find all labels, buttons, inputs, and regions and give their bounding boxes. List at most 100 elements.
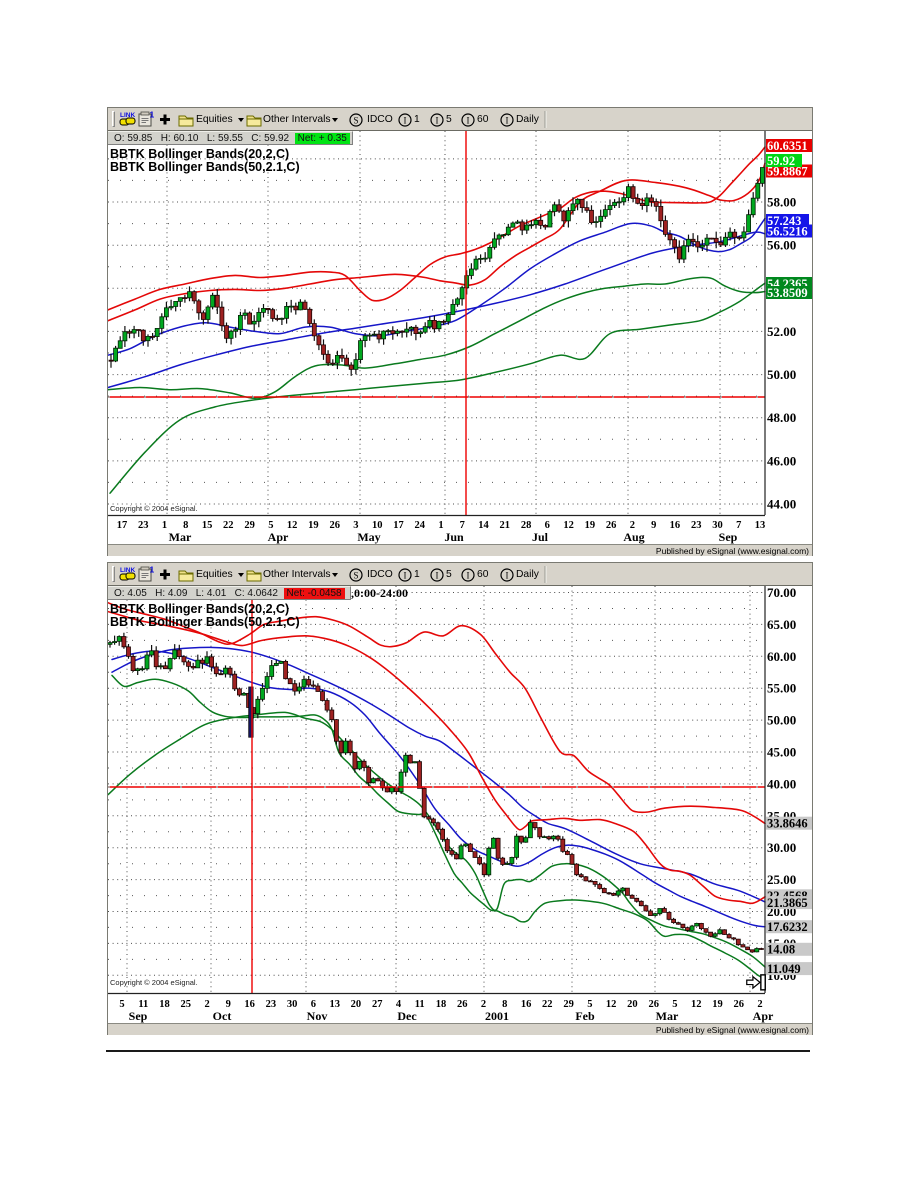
svg-text:12: 12 — [606, 999, 617, 1010]
svg-text:Oct: Oct — [213, 1009, 232, 1023]
svg-text:Nov: Nov — [307, 1009, 328, 1023]
svg-text:11: 11 — [138, 999, 148, 1010]
svg-text:5: 5 — [587, 999, 592, 1010]
svg-text:19: 19 — [585, 520, 596, 531]
svg-text:16: 16 — [244, 999, 255, 1010]
svg-text:Feb: Feb — [575, 1009, 595, 1023]
svg-text:24: 24 — [414, 520, 425, 531]
svg-text:22: 22 — [223, 520, 234, 531]
svg-text:59.92: 59.92 — [767, 154, 795, 168]
svg-text:7: 7 — [460, 520, 465, 531]
svg-text:12: 12 — [287, 520, 298, 531]
svg-text:5: 5 — [119, 999, 124, 1010]
svg-text:2: 2 — [630, 520, 635, 531]
svg-text:9: 9 — [651, 520, 656, 531]
svg-text:17.6232: 17.6232 — [767, 920, 808, 934]
svg-text:20: 20 — [351, 999, 362, 1010]
svg-text:I: I — [404, 571, 407, 581]
svg-text:21: 21 — [500, 520, 511, 531]
svg-text:11.049: 11.049 — [767, 962, 801, 976]
svg-text:28: 28 — [521, 520, 532, 531]
svg-text:26: 26 — [648, 999, 659, 1010]
svg-text:70.00: 70.00 — [767, 586, 796, 600]
svg-text:59.8867: 59.8867 — [767, 164, 808, 178]
svg-text:Copyright © 2004 eSignal.: Copyright © 2004 eSignal. — [110, 504, 198, 513]
svg-text:Mar: Mar — [656, 1009, 679, 1023]
svg-text:18: 18 — [159, 999, 170, 1010]
svg-text:15: 15 — [202, 520, 213, 531]
svg-text:23: 23 — [691, 520, 702, 531]
svg-text:14: 14 — [478, 520, 489, 531]
svg-text:I: I — [467, 571, 470, 581]
svg-text:55.00: 55.00 — [767, 681, 796, 696]
svg-text:12: 12 — [563, 520, 574, 531]
svg-text:2001: 2001 — [485, 1009, 509, 1023]
svg-text:May: May — [357, 530, 380, 544]
svg-text:33.8646: 33.8646 — [767, 817, 808, 831]
svg-text:14.08: 14.08 — [767, 943, 795, 957]
svg-text:5: 5 — [268, 520, 273, 531]
svg-text:19: 19 — [308, 520, 319, 531]
svg-text:Dec: Dec — [397, 1009, 417, 1023]
svg-text:48.00: 48.00 — [767, 410, 796, 425]
svg-text:S: S — [353, 116, 358, 126]
svg-text:Jun: Jun — [444, 530, 464, 544]
svg-text:30: 30 — [712, 520, 723, 531]
svg-text:53.8509: 53.8509 — [767, 286, 808, 300]
svg-text:I: I — [436, 571, 439, 581]
svg-text:40.00: 40.00 — [767, 776, 796, 791]
svg-text:Copyright © 2004 eSignal.: Copyright © 2004 eSignal. — [110, 978, 198, 987]
svg-text:1: 1 — [162, 520, 167, 531]
svg-text:26: 26 — [457, 999, 468, 1010]
svg-text:I: I — [506, 571, 509, 581]
svg-text:57.243: 57.243 — [767, 214, 801, 228]
svg-text:23: 23 — [138, 520, 149, 531]
svg-text:18: 18 — [436, 999, 447, 1010]
svg-text:16: 16 — [521, 999, 532, 1010]
svg-text:27: 27 — [372, 999, 383, 1010]
svg-text:8: 8 — [502, 999, 507, 1010]
svg-text:60.6351: 60.6351 — [767, 139, 808, 153]
svg-text:65.00: 65.00 — [767, 617, 796, 632]
svg-text:8: 8 — [183, 520, 188, 531]
svg-text:23: 23 — [266, 999, 277, 1010]
svg-text:21.3865: 21.3865 — [767, 896, 808, 910]
svg-text:20: 20 — [627, 999, 638, 1010]
svg-text:I: I — [404, 116, 407, 126]
svg-text:2: 2 — [204, 999, 209, 1010]
svg-text:45.00: 45.00 — [767, 745, 796, 760]
svg-text:4: 4 — [396, 999, 402, 1010]
svg-text:3: 3 — [353, 520, 358, 531]
svg-text:1: 1 — [150, 110, 155, 120]
svg-text:2: 2 — [481, 999, 486, 1010]
svg-text:Apr: Apr — [753, 1009, 774, 1023]
svg-text:44.00: 44.00 — [767, 497, 796, 512]
svg-text:I: I — [506, 116, 509, 126]
svg-text:56.5216: 56.5216 — [767, 224, 808, 238]
svg-text:25.00: 25.00 — [767, 872, 796, 887]
svg-text:Jul: Jul — [532, 530, 549, 544]
svg-text:12: 12 — [691, 999, 702, 1010]
svg-text:26: 26 — [733, 999, 744, 1010]
svg-text:13: 13 — [755, 520, 766, 531]
svg-text:I: I — [436, 116, 439, 126]
svg-text:50.00: 50.00 — [767, 713, 796, 728]
svg-text:,0:00-24:00: ,0:00-24:00 — [351, 586, 408, 600]
svg-text:S: S — [353, 571, 358, 581]
svg-text:25: 25 — [181, 999, 192, 1010]
svg-text:6: 6 — [545, 520, 550, 531]
svg-text:LINK: LINK — [120, 567, 135, 574]
svg-text:29: 29 — [563, 999, 574, 1010]
svg-text:16: 16 — [670, 520, 681, 531]
svg-text:LINK: LINK — [120, 112, 135, 119]
svg-text:Apr: Apr — [268, 530, 289, 544]
svg-text:17: 17 — [117, 520, 128, 531]
svg-text:50.00: 50.00 — [767, 367, 796, 382]
svg-text:5: 5 — [672, 999, 677, 1010]
svg-text:17: 17 — [393, 520, 404, 531]
svg-text:11: 11 — [415, 999, 425, 1010]
svg-text:Aug: Aug — [623, 530, 644, 544]
svg-text:58.00: 58.00 — [767, 195, 796, 210]
svg-text:30.00: 30.00 — [767, 840, 796, 855]
svg-text:9: 9 — [226, 999, 231, 1010]
